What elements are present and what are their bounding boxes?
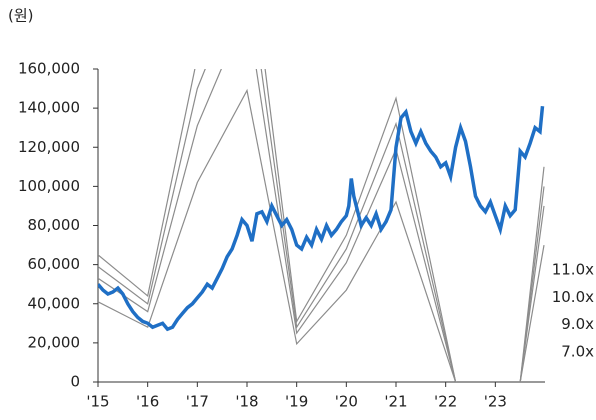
price-line: [98, 106, 545, 332]
y-tick-label: 140,000: [18, 99, 80, 117]
y-tick-label: 160,000: [18, 60, 80, 78]
y-tick-label: 120,000: [18, 138, 80, 156]
y-tick-label: 20,000: [28, 333, 81, 351]
x-tick-label: '21: [384, 393, 407, 411]
band-line: [98, 69, 545, 382]
x-tick-label: '18: [235, 393, 258, 411]
y-tick-label: 100,000: [18, 177, 80, 195]
y-tick-label: 80,000: [28, 216, 81, 234]
x-tick-label: '16: [136, 393, 159, 411]
x-tick-label: '17: [186, 393, 209, 411]
band-label: 9.0x: [561, 315, 594, 333]
x-tick-label: '22: [434, 393, 457, 411]
x-tick-label: '23: [484, 393, 507, 411]
y-tick-label: 0: [70, 373, 80, 391]
x-tick-label: '20: [335, 393, 358, 411]
band-label: 11.0x: [552, 261, 594, 279]
y-tick-label: 60,000: [28, 255, 81, 273]
y-axis-label: (원): [8, 7, 34, 25]
y-tick-label: 40,000: [28, 294, 81, 312]
x-tick-label: '15: [86, 393, 109, 411]
band-label: 10.0x: [552, 288, 594, 306]
band-label: 7.0x: [561, 342, 594, 360]
x-tick-label: '19: [285, 393, 308, 411]
